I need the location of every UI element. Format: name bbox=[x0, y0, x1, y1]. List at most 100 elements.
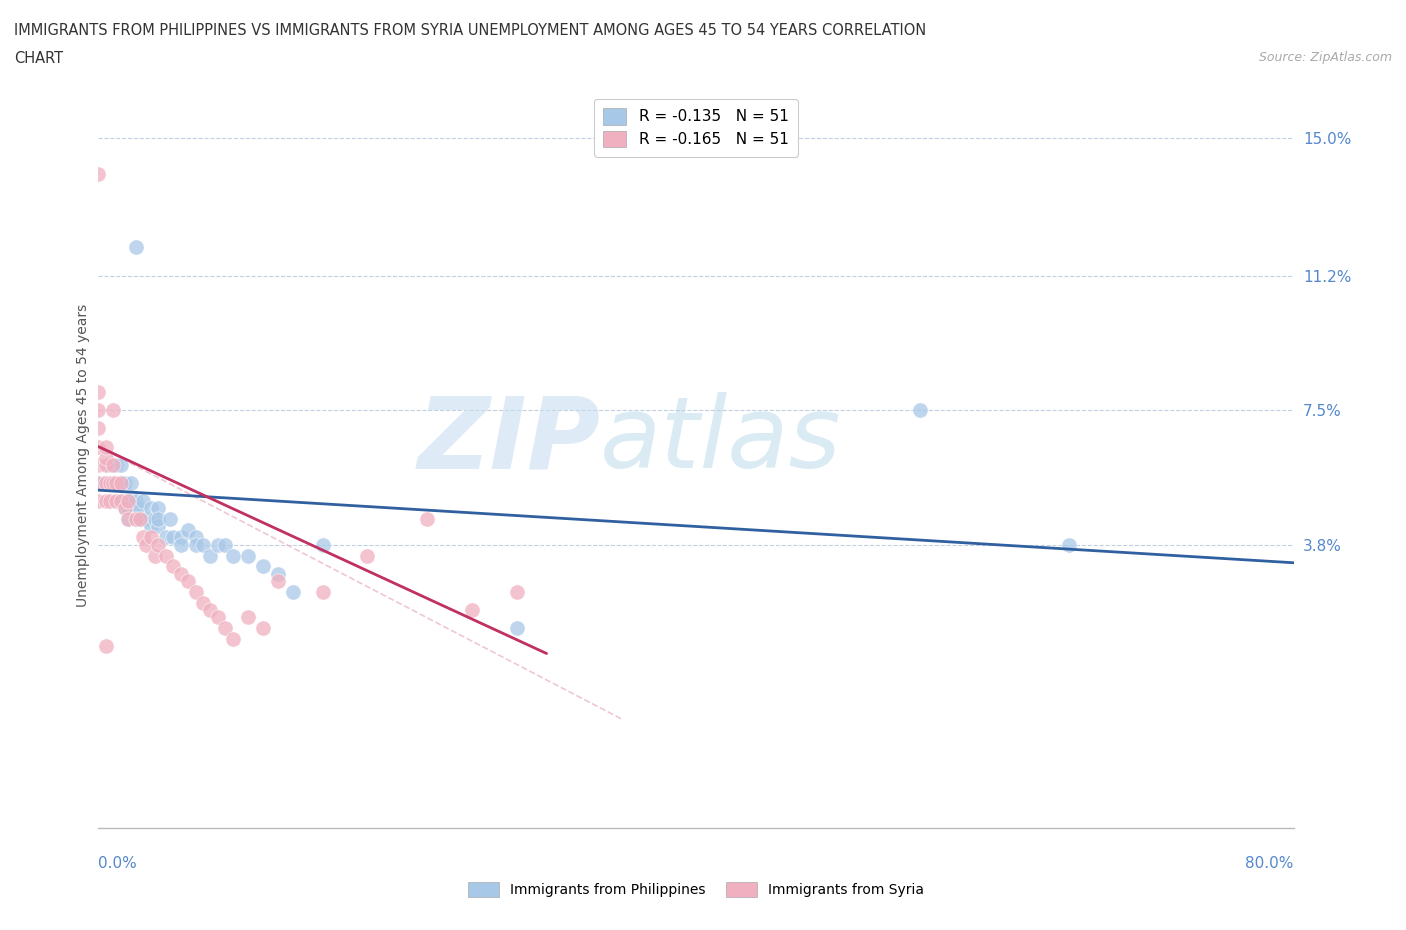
Point bbox=[143, 512, 166, 526]
Point bbox=[200, 548, 222, 563]
Point bbox=[155, 548, 177, 563]
Point bbox=[114, 501, 136, 516]
Point bbox=[236, 548, 259, 563]
Point bbox=[103, 475, 125, 490]
Point bbox=[139, 530, 162, 545]
Point bbox=[1059, 538, 1081, 552]
Text: 0.0%: 0.0% bbox=[98, 856, 138, 870]
Text: ZIP: ZIP bbox=[418, 392, 600, 489]
Point bbox=[169, 530, 191, 545]
Point bbox=[148, 512, 170, 526]
Point bbox=[135, 538, 157, 552]
Point bbox=[236, 610, 259, 625]
Point bbox=[461, 603, 484, 618]
Point bbox=[148, 501, 170, 516]
Y-axis label: Unemployment Among Ages 45 to 54 years: Unemployment Among Ages 45 to 54 years bbox=[76, 304, 90, 607]
Point bbox=[311, 584, 333, 599]
Point bbox=[110, 475, 132, 490]
Point bbox=[87, 494, 110, 509]
Text: 80.0%: 80.0% bbox=[1246, 856, 1294, 870]
Point bbox=[222, 631, 245, 646]
Point bbox=[162, 559, 184, 574]
Text: atlas: atlas bbox=[600, 392, 842, 489]
Text: CHART: CHART bbox=[14, 51, 63, 66]
Point bbox=[155, 530, 177, 545]
Point bbox=[100, 458, 122, 472]
Text: IMMIGRANTS FROM PHILIPPINES VS IMMIGRANTS FROM SYRIA UNEMPLOYMENT AMONG AGES 45 : IMMIGRANTS FROM PHILIPPINES VS IMMIGRANT… bbox=[14, 23, 927, 38]
Point bbox=[177, 523, 200, 538]
Point bbox=[117, 512, 139, 526]
Point bbox=[94, 450, 117, 465]
Point bbox=[87, 421, 110, 436]
Point bbox=[129, 512, 152, 526]
Point bbox=[114, 494, 136, 509]
Point bbox=[132, 530, 155, 545]
Point bbox=[184, 538, 207, 552]
Point bbox=[103, 403, 125, 418]
Point bbox=[191, 538, 214, 552]
Point bbox=[125, 501, 148, 516]
Point bbox=[132, 512, 155, 526]
Point bbox=[110, 475, 132, 490]
Point bbox=[207, 538, 229, 552]
Point bbox=[191, 595, 214, 610]
Point bbox=[132, 494, 155, 509]
Point bbox=[87, 439, 110, 454]
Point bbox=[129, 512, 152, 526]
Point bbox=[252, 620, 274, 635]
Point bbox=[311, 538, 333, 552]
Point bbox=[110, 494, 132, 509]
Point bbox=[117, 494, 139, 509]
Point bbox=[252, 559, 274, 574]
Point bbox=[184, 530, 207, 545]
Point bbox=[267, 574, 290, 589]
Point bbox=[135, 512, 157, 526]
Point bbox=[207, 610, 229, 625]
Point bbox=[100, 475, 122, 490]
Point bbox=[110, 494, 132, 509]
Point bbox=[416, 512, 439, 526]
Point bbox=[184, 584, 207, 599]
Point bbox=[125, 240, 148, 255]
Point bbox=[143, 548, 166, 563]
Point bbox=[214, 538, 236, 552]
Point bbox=[222, 548, 245, 563]
Point bbox=[120, 494, 142, 509]
Point bbox=[506, 620, 529, 635]
Text: Source: ZipAtlas.com: Source: ZipAtlas.com bbox=[1258, 51, 1392, 64]
Point bbox=[148, 538, 170, 552]
Point bbox=[105, 475, 128, 490]
Point bbox=[177, 574, 200, 589]
Point bbox=[114, 475, 136, 490]
Point bbox=[94, 439, 117, 454]
Point bbox=[110, 458, 132, 472]
Point bbox=[267, 566, 290, 581]
Point bbox=[281, 584, 304, 599]
Point bbox=[169, 538, 191, 552]
Point bbox=[139, 501, 162, 516]
Point bbox=[159, 512, 181, 526]
Point bbox=[162, 530, 184, 545]
Point bbox=[148, 519, 170, 534]
Point bbox=[125, 512, 148, 526]
Point bbox=[87, 385, 110, 400]
Point bbox=[94, 494, 117, 509]
Point bbox=[356, 548, 378, 563]
Point bbox=[125, 494, 148, 509]
Point bbox=[214, 620, 236, 635]
Point bbox=[506, 584, 529, 599]
Point bbox=[87, 403, 110, 418]
Point bbox=[120, 475, 142, 490]
Point bbox=[169, 566, 191, 581]
Point bbox=[117, 494, 139, 509]
Point bbox=[117, 501, 139, 516]
Point bbox=[87, 475, 110, 490]
Point bbox=[103, 475, 125, 490]
Point bbox=[129, 501, 152, 516]
Point bbox=[125, 512, 148, 526]
Point bbox=[103, 458, 125, 472]
Point bbox=[87, 458, 110, 472]
Point bbox=[117, 512, 139, 526]
Point bbox=[105, 458, 128, 472]
Point bbox=[94, 458, 117, 472]
